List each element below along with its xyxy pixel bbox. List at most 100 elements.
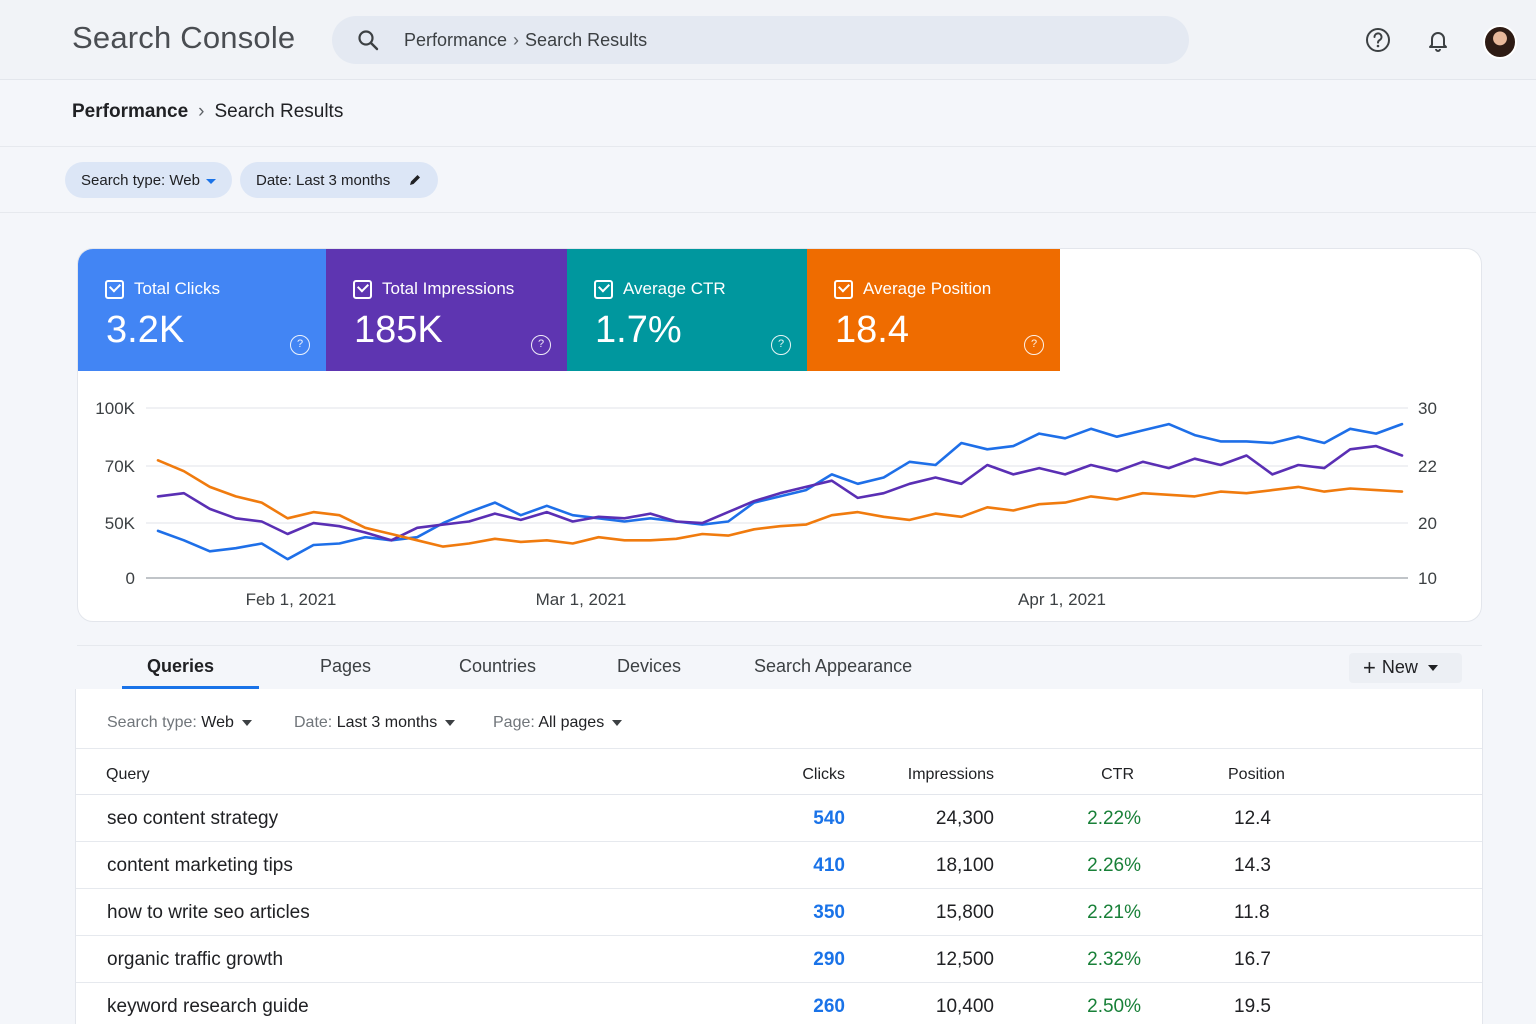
- chevron-down-icon: [445, 719, 456, 726]
- position-cell: 14.3: [1234, 855, 1271, 876]
- breadcrumb-current: Search Results: [214, 101, 344, 122]
- x-tick-label: Feb 1, 2021: [246, 590, 337, 609]
- performance-chart: 0 10 50K 20 70K 22 100K 30 Feb 1, 2021 Mar 1, 202…: [95, 399, 1437, 609]
- tab-queries[interactable]: Queries: [147, 656, 215, 676]
- metric-average-position[interactable]: Average Position 18.4 ?: [807, 249, 1060, 371]
- query-cell: how to write seo articles: [107, 902, 310, 923]
- metric-label: Total Clicks: [134, 279, 220, 298]
- search-path: Performance › Search Results: [404, 30, 647, 51]
- search-bar[interactable]: Performance › Search Results: [332, 16, 1189, 64]
- table-row[interactable]: how to write seo articles 350 15,800 2.2…: [76, 889, 1482, 936]
- table-filter-bar: Search type: Web Date: Last 3 months Pag…: [76, 689, 1482, 749]
- x-tick-label: Mar 1, 2021: [536, 590, 627, 609]
- table-row[interactable]: content marketing tips 410 18,100 2.26% …: [76, 842, 1482, 889]
- chevron-right-icon: ›: [198, 101, 205, 122]
- clicks-cell: 410: [813, 855, 845, 876]
- tab-pages[interactable]: Pages: [320, 656, 372, 676]
- y-right-tick-label: 10: [1418, 569, 1437, 588]
- y-right-tick-label: 22: [1418, 457, 1437, 476]
- new-filter-button[interactable]: + New: [1349, 653, 1462, 683]
- tab-search-appearance[interactable]: Search Appearance: [754, 656, 913, 676]
- column-header-position[interactable]: Position: [1228, 766, 1285, 783]
- query-cell: seo content strategy: [107, 808, 279, 829]
- filter-value: Last 3 months: [336, 714, 438, 731]
- table-header: Query Clicks Impressions CTR Position: [76, 749, 1482, 795]
- checkbox-icon[interactable]: [594, 279, 613, 299]
- ctr-cell: 2.32%: [1087, 949, 1141, 970]
- app-title[interactable]: Search Console: [72, 20, 296, 55]
- page-filter[interactable]: Page: All pages: [493, 714, 623, 732]
- search-type-filter[interactable]: Search type: Web: [107, 714, 252, 732]
- table-row[interactable]: keyword research guide 260 10,400 2.50% …: [76, 983, 1482, 1024]
- top-bar: Search Console Performance › Search Result…: [0, 0, 1536, 80]
- checkbox-icon[interactable]: [353, 279, 372, 299]
- column-header-query[interactable]: Query: [106, 766, 150, 783]
- breadcrumb: Performance › Search Results: [72, 101, 343, 123]
- tab-bar: Queries Pages Countries Devices Search A…: [77, 645, 1482, 689]
- plus-icon: +: [1363, 655, 1376, 680]
- metric-value: 3.2K: [106, 309, 185, 351]
- info-icon[interactable]: ?: [531, 335, 551, 355]
- tab-countries[interactable]: Countries: [459, 656, 537, 676]
- chevron-down-icon: [1427, 665, 1438, 672]
- y-left-tick-label: 50K: [105, 514, 136, 533]
- ctr-cell: 2.21%: [1087, 902, 1141, 923]
- search-type-chip-label: Search type: Web: [81, 172, 200, 189]
- tab-devices[interactable]: Devices: [617, 656, 682, 676]
- query-cell: organic traffic growth: [107, 949, 284, 970]
- ctr-cell: 2.26%: [1087, 855, 1141, 876]
- metric-value: 185K: [354, 309, 443, 351]
- column-header-ctr[interactable]: CTR: [1101, 766, 1134, 783]
- checkbox-icon[interactable]: [105, 279, 124, 299]
- column-header-clicks[interactable]: Clicks: [802, 766, 845, 783]
- table-row[interactable]: seo content strategy 540 24,300 2.22% 12…: [76, 795, 1482, 842]
- search-icon[interactable]: [356, 28, 380, 52]
- queries-panel: Search type: Web Date: Last 3 months Pag…: [75, 689, 1483, 1024]
- checkbox-icon[interactable]: [834, 279, 853, 299]
- avatar[interactable]: [1483, 25, 1517, 59]
- position-cell: 12.4: [1234, 808, 1271, 829]
- metric-average-ctr[interactable]: Average CTR 1.7% ?: [567, 249, 807, 371]
- clicks-cell: 540: [813, 808, 845, 829]
- help-icon[interactable]: [1364, 26, 1392, 54]
- date-range-chip[interactable]: Date: Last 3 months: [240, 162, 439, 198]
- search-path-parent: Performance: [404, 30, 508, 50]
- impressions-cell: 18,100: [935, 855, 994, 876]
- filter-key: Date:: [294, 714, 333, 731]
- metric-total-impressions[interactable]: Total Impressions 185K ?: [326, 249, 567, 371]
- info-icon[interactable]: ?: [290, 335, 310, 355]
- search-type-chip[interactable]: Search type: Web: [65, 162, 232, 198]
- y-left-tick-label: 0: [126, 569, 135, 588]
- chevron-down-icon: [612, 719, 623, 726]
- bell-icon[interactable]: [1424, 26, 1452, 54]
- pencil-icon: [410, 175, 421, 185]
- column-header-impressions[interactable]: Impressions: [907, 766, 994, 783]
- x-tick-label: Apr 1, 2021: [1018, 590, 1106, 609]
- filter-value: All pages: [538, 714, 605, 731]
- divider: [0, 212, 1536, 213]
- search-path-current: Search Results: [525, 30, 648, 50]
- table-row[interactable]: organic traffic growth 290 12,500 2.32% …: [76, 936, 1482, 983]
- position-cell: 19.5: [1234, 996, 1271, 1017]
- clicks-cell: 260: [813, 996, 845, 1017]
- new-button-label: New: [1381, 657, 1418, 677]
- divider: [0, 146, 1536, 147]
- breadcrumb-parent[interactable]: Performance: [72, 101, 189, 122]
- performance-card: Total Clicks 3.2K ? Total Impressions 18…: [77, 248, 1482, 622]
- date-filter[interactable]: Date: Last 3 months: [294, 714, 456, 732]
- metric-total-clicks[interactable]: Total Clicks 3.2K ?: [78, 249, 326, 371]
- series-line-1: [156, 422, 1404, 561]
- chevron-down-icon: [241, 719, 252, 726]
- date-range-chip-label: Date: Last 3 months: [256, 172, 391, 189]
- y-left-tick-label: 100K: [95, 399, 135, 418]
- impressions-cell: 15,800: [935, 902, 994, 923]
- ctr-cell: 2.50%: [1087, 996, 1141, 1017]
- filter-key: Search type:: [107, 714, 197, 731]
- series-line-2: [156, 444, 1404, 542]
- impressions-cell: 12,500: [935, 949, 994, 970]
- y-left-tick-label: 70K: [105, 457, 136, 476]
- info-icon[interactable]: ?: [1024, 335, 1044, 355]
- info-icon[interactable]: ?: [771, 335, 791, 355]
- position-cell: 16.7: [1234, 949, 1271, 970]
- metric-label: Total Impressions: [382, 279, 515, 298]
